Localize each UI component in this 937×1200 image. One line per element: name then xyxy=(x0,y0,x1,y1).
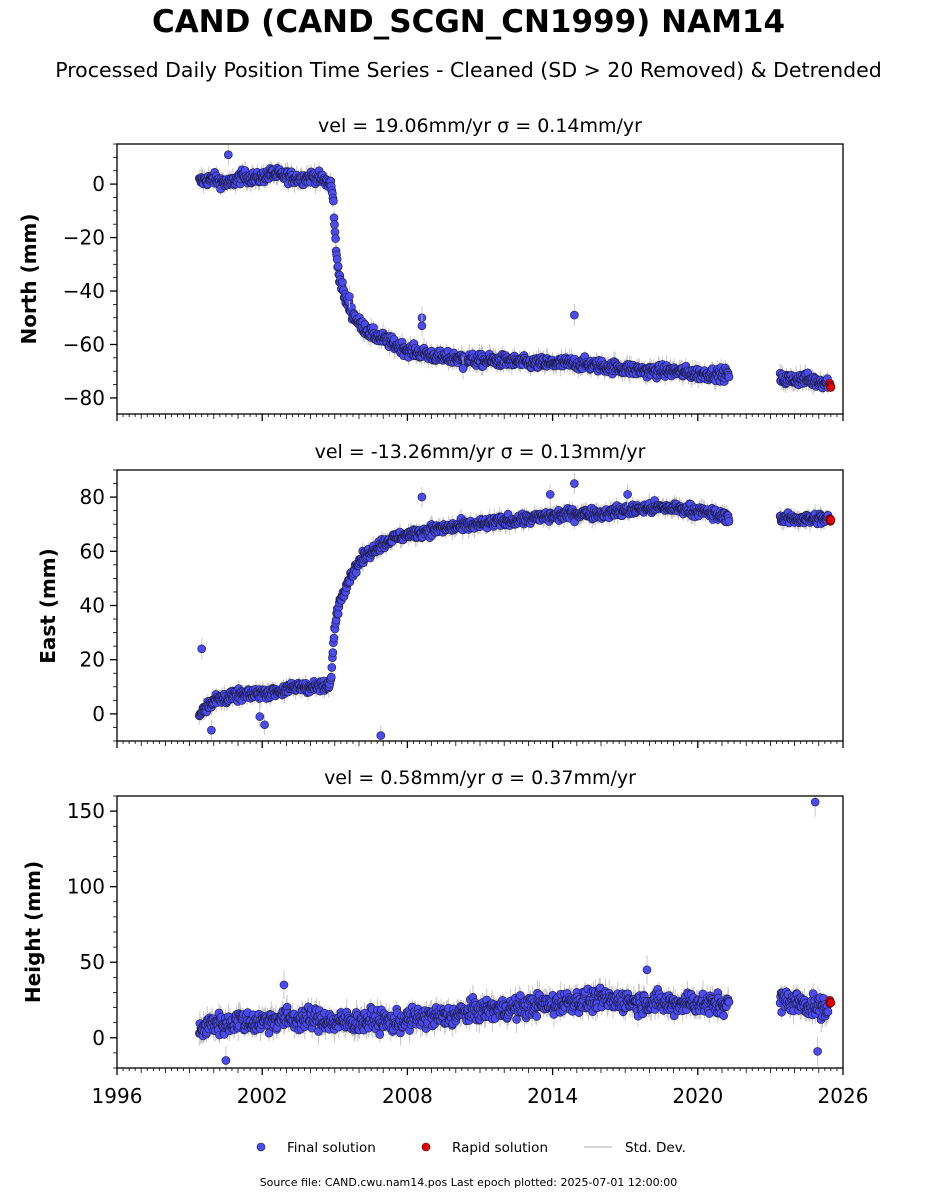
final-solution-point xyxy=(375,1030,385,1039)
final-solution-outlier xyxy=(255,712,265,721)
final-solution-outlier xyxy=(221,1056,231,1065)
final-solution-point xyxy=(724,517,734,526)
panel-title: vel = 19.06mm/yr σ = 0.14mm/yr xyxy=(318,115,642,137)
final-solution-outlier xyxy=(458,364,468,373)
data-layer xyxy=(195,473,836,741)
final-solution-outlier xyxy=(376,731,386,740)
final-solution-point xyxy=(333,261,343,271)
final-solution-point xyxy=(329,196,338,206)
x-tick-label: 2020 xyxy=(672,1084,723,1108)
legend: Final solution Rapid solution Std. Dev. xyxy=(256,1140,686,1156)
chart-title: CAND (CAND_SCGN_CN1999) NAM14 xyxy=(151,4,786,40)
y-tick-label: 0 xyxy=(92,1026,105,1050)
final-solution-outlier xyxy=(207,725,216,735)
y-tick-label: 0 xyxy=(92,172,105,196)
y-tick-label: 150 xyxy=(67,799,105,823)
legend-final-marker xyxy=(256,1142,266,1152)
final-solution-point xyxy=(823,1007,833,1017)
final-solution-points xyxy=(195,496,833,721)
panel-title: vel = -13.26mm/yr σ = 0.13mm/yr xyxy=(315,441,646,463)
final-solution-outlier xyxy=(813,1047,822,1056)
final-solution-point xyxy=(724,997,734,1007)
x-tick-label: 2008 xyxy=(382,1084,433,1108)
final-solution-point xyxy=(719,1011,729,1021)
panel-height: vel = 0.58mm/yr σ = 0.37mm/yr Height (mm)… xyxy=(21,767,868,1108)
final-solution-outlier xyxy=(545,490,555,499)
source-footer: Source file: CAND.cwu.nam14.pos Last epo… xyxy=(259,1176,678,1189)
y-axis-label: North (mm) xyxy=(17,213,41,344)
final-solution-point xyxy=(532,1012,542,1021)
rapid-solution-point xyxy=(826,998,836,1008)
final-solution-points xyxy=(195,983,833,1041)
final-solution-point xyxy=(328,648,338,657)
final-solution-outlier xyxy=(417,492,427,502)
x-tick-label: 2002 xyxy=(237,1084,288,1108)
final-solution-outlier xyxy=(279,980,289,990)
final-solution-point xyxy=(327,663,337,672)
panel-east: vel = -13.26mm/yr σ = 0.13mm/yr East (mm)… xyxy=(36,441,844,748)
final-solution-point xyxy=(264,1028,274,1038)
final-solution-outlier xyxy=(642,965,652,975)
final-solution-point xyxy=(331,234,340,243)
y-tick-label: −80 xyxy=(63,386,105,410)
x-tick-label: 1996 xyxy=(92,1084,143,1108)
y-ticks xyxy=(110,795,117,1069)
panel-title: vel = 0.58mm/yr σ = 0.37mm/yr xyxy=(324,767,636,789)
final-solution-outlier xyxy=(570,310,579,320)
rapid-solution-point xyxy=(826,515,836,525)
y-tick-label: 40 xyxy=(80,594,105,618)
y-ticks xyxy=(110,469,117,742)
final-solution-outlier xyxy=(345,292,354,301)
final-solution-point xyxy=(515,991,525,1000)
y-tick-label: 20 xyxy=(80,648,105,672)
data-layer xyxy=(195,796,836,1068)
y-tick-label: 50 xyxy=(80,950,105,974)
data-layer xyxy=(195,144,836,396)
final-solution-point xyxy=(330,220,339,229)
final-solution-points xyxy=(195,163,833,393)
x-ticks xyxy=(116,1068,844,1075)
final-solution-outlier xyxy=(417,321,427,331)
x-tick-label: 2014 xyxy=(527,1084,578,1108)
chart-subtitle: Processed Daily Position Time Series - C… xyxy=(55,58,882,82)
y-tick-label: −60 xyxy=(63,332,105,356)
x-tick-label: 2026 xyxy=(818,1084,869,1108)
panel-north: vel = 19.06mm/yr σ = 0.14mm/yr North (mm)… xyxy=(17,115,844,421)
y-axis-label: Height (mm) xyxy=(21,861,45,1003)
final-solution-outlier xyxy=(810,797,820,807)
final-solution-outlier xyxy=(260,720,269,730)
x-ticks xyxy=(116,741,844,748)
x-ticks xyxy=(116,414,844,421)
final-solution-point xyxy=(338,277,347,287)
y-axis-label: East (mm) xyxy=(36,548,60,664)
final-solution-point xyxy=(724,372,734,382)
y-tick-label: 60 xyxy=(80,539,105,563)
final-solution-point xyxy=(329,633,339,643)
y-tick-label: 100 xyxy=(67,875,105,899)
final-solution-point xyxy=(512,1015,521,1024)
y-tick-label: −20 xyxy=(63,226,105,250)
final-solution-point xyxy=(326,672,336,682)
final-solution-outlier xyxy=(197,644,206,654)
legend-final-label: Final solution xyxy=(287,1140,376,1156)
y-tick-label: −40 xyxy=(63,279,105,303)
final-solution-outlier xyxy=(224,150,233,159)
rapid-solution-point xyxy=(826,383,836,392)
legend-rapid-marker xyxy=(421,1142,431,1152)
final-solution-outlier xyxy=(623,490,632,499)
y-ticks xyxy=(110,143,117,399)
final-solution-outlier xyxy=(570,479,579,488)
legend-rapid-label: Rapid solution xyxy=(452,1140,548,1156)
y-tick-label: 0 xyxy=(92,702,105,726)
legend-std-label: Std. Dev. xyxy=(625,1140,686,1156)
y-tick-label: 80 xyxy=(80,485,105,509)
